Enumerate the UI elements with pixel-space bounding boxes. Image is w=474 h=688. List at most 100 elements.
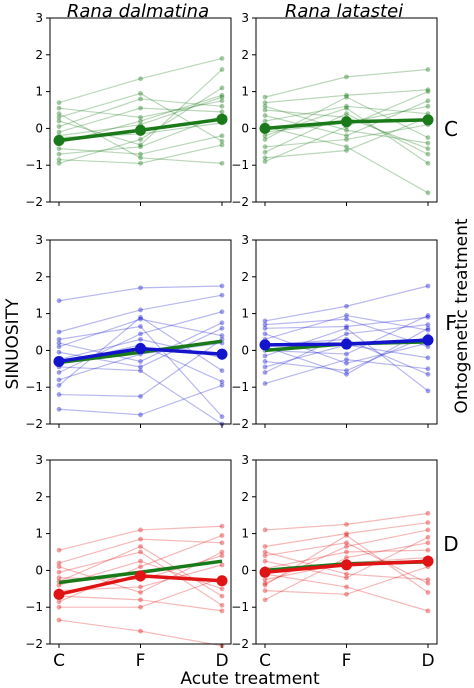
individual-point [344,324,349,329]
individual-point [56,547,62,553]
individual-point [138,394,143,399]
individual-point [138,527,143,533]
individual-point [262,149,268,155]
y-tick-label: 3 [35,233,43,247]
individual-point [425,540,431,546]
individual-point [56,100,62,106]
individual-point [425,327,431,333]
individual-point [262,103,268,109]
individual-point [138,114,143,120]
mean-point [341,116,352,128]
individual-line-12 [58,322,223,363]
individual-point [344,331,349,337]
panel-2: −2 −1 0 1 2 3 [25,233,232,431]
individual-line-1 [58,538,223,564]
individual-line-13 [58,96,223,137]
x-axis-label: Acute treatment [180,669,320,688]
individual-point [56,105,62,111]
individual-point [56,392,62,397]
individual-point [138,155,143,161]
individual-line-3 [264,314,429,340]
mean-point [341,338,352,350]
individual-point [425,160,431,166]
individual-line-2 [264,542,429,584]
individual-point [138,144,143,150]
individual-point [219,160,225,166]
individual-line-6 [58,366,223,425]
y-tick-label: −2 [231,637,249,651]
individual-point [344,368,349,374]
y-tick-label: 0 [35,343,43,357]
individual-point [262,113,268,118]
individual-point [219,593,225,599]
individual-point [219,602,225,608]
mean-point [53,355,65,367]
individual-point [219,562,225,568]
individual-line-2 [58,551,223,606]
individual-point [138,536,143,542]
individual-point [262,100,268,106]
individual-point [262,544,268,549]
individual-point [425,87,431,93]
column-title-0: Rana dalmatina [67,1,209,22]
individual-point [138,316,143,322]
individual-point [56,111,62,117]
individual-point [344,540,349,546]
individual-point [425,547,431,553]
y-tick-label: 1 [241,85,249,99]
y-tick-label: 0 [35,563,43,577]
individual-point [219,138,225,144]
individual-point [425,590,431,595]
individual-line-0 [264,285,429,322]
individual-point [138,597,143,603]
row-label-c: C [444,117,458,141]
individual-point [219,103,225,109]
individual-point [138,544,143,549]
individual-point [344,351,349,357]
individual-line-9 [264,324,429,374]
individual-point [344,555,349,560]
individual-line-0 [58,57,223,104]
individual-point [56,617,62,623]
mean-point [53,588,65,600]
panel-0: −2 −1 0 1 2 3 [25,11,232,209]
individual-point [425,314,431,320]
individual-point [56,151,62,157]
individual-point [219,368,225,374]
individual-line-1 [264,89,429,104]
individual-point [219,109,225,115]
individual-point [344,111,349,117]
individual-point [344,522,349,527]
individual-point [344,105,349,111]
individual-point [425,388,431,394]
individual-point [138,151,143,157]
individual-point [219,553,225,559]
individual-point [262,137,268,142]
individual-point [262,133,268,139]
mean-point [259,339,271,351]
individual-line-0 [58,525,223,551]
individual-line-10 [264,358,429,385]
individual-point [344,148,349,153]
individual-line-11 [58,87,223,164]
individual-point [138,368,143,374]
individual-point [425,580,431,586]
mean-point [53,135,65,147]
individual-line-4 [264,105,429,122]
individual-point [425,527,431,533]
panel-3: −2 −1 0 1 2 3 [231,233,438,431]
x-tick-label: F [136,651,146,671]
row-axis-label: Ontogenetic treatment [452,218,472,413]
individual-point [425,344,431,350]
y-tick-label: −1 [25,158,43,172]
y-tick-label: −1 [25,600,43,614]
individual-point [219,379,225,385]
individual-point [344,531,349,536]
individual-point [138,590,143,595]
individual-line-12 [58,113,223,164]
individual-line-11 [58,384,223,416]
individual-point [56,114,62,120]
y-tick-label: 1 [241,307,249,321]
y-tick-label: −2 [25,417,43,431]
y-tick-label: 0 [241,343,249,357]
